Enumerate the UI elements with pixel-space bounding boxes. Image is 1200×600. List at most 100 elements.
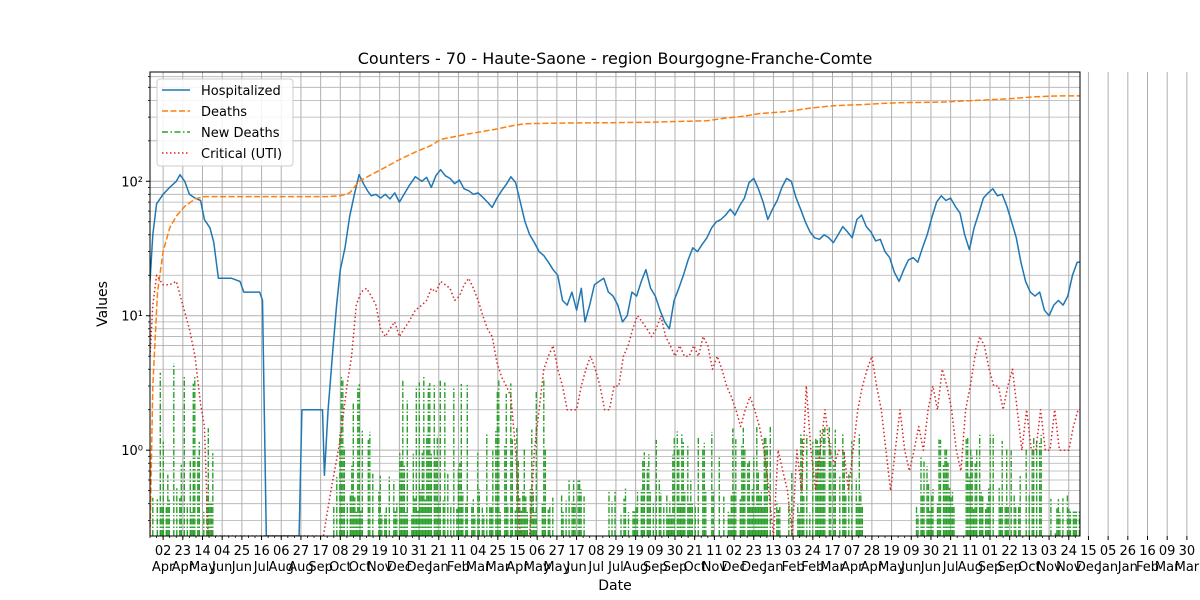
new-deaths-spikes [776,427,863,536]
x-tick-day-label: 29 [608,544,625,559]
legend: Hospitalized Deaths New Deaths Critical (UT… [156,78,294,167]
major-grid [150,72,1188,536]
x-tick-month-label: Jul [607,560,624,575]
x-tick-month-label: Apr [172,560,195,575]
x-tick-day-label: 03 [1041,544,1058,559]
x-tick-day-label: 02 [155,544,172,559]
x-tick-day-label: 21 [686,544,703,559]
x-tick-month-label: Jun [920,560,941,575]
x-tick-day-label: 24 [1060,544,1077,559]
y-tick-label: 10⁰ [121,444,143,459]
x-tick-month-label: May [524,560,551,575]
legend-label: Hospitalized [201,84,281,99]
x-tick-day-label: 06 [273,544,290,559]
x-tick-month-label: Apr [841,560,864,575]
legend-label: New Deaths [201,126,280,141]
x-tick-month-label: Dec [721,560,746,575]
x-tick-day-label: 25 [490,544,507,559]
new-deaths-spikes [333,375,554,536]
x-tick-month-label: Sep [663,560,688,575]
x-tick-day-label: 09 [647,544,664,559]
y-tick-label: 10² [121,175,143,190]
x-tick-month-label: Nov [702,560,728,575]
x-tick-day-label: 06 [529,544,546,559]
legend-box [156,78,294,167]
x-tick-day-label: 01 [982,544,999,559]
x-tick-day-label: 08 [588,544,605,559]
x-tick-day-label: 28 [864,544,881,559]
x-tick-month-label: Mar [820,560,845,575]
x-tick-month-label: Sep [997,560,1022,575]
series-hospitalized [150,168,1080,536]
x-tick-month-label: Mar [486,560,511,575]
x-tick-day-label: 31 [411,544,428,559]
x-tick-month-label: Jan [1097,560,1118,575]
x-tick-day-label: 11 [450,544,467,559]
x-tick-month-label: Sep [978,560,1003,575]
x-tick-month-label: Oct [683,560,705,575]
x-tick-month-label: Jun [211,560,232,575]
x-tick-month-label: Jan [762,560,783,575]
x-tick-month-label: Oct [329,560,351,575]
x-tick-day-label: 11 [706,544,723,559]
y-axis-label: Values [95,281,111,327]
x-tick-day-label: 14 [194,544,211,559]
x-tick-day-label: 16 [1139,544,1156,559]
new-deaths-spikes [965,434,1042,536]
series-new-deaths [152,363,1080,536]
new-deaths-spikes [640,426,771,536]
x-tick-day-label: 04 [214,544,231,559]
x-tick-month-label: Jun [231,560,252,575]
x-tick-day-label: 17 [824,544,841,559]
legend-label: Critical (UTI) [201,147,282,162]
series-line [150,168,1080,536]
x-tick-month-label: Jan [428,560,449,575]
x-tick-day-label: 19 [371,544,388,559]
x-tick-day-label: 29 [352,544,369,559]
x-tick-month-label: Nov [1036,560,1062,575]
x-tick-month-label: Feb [801,560,824,575]
x-tick-month-label: Apr [506,560,529,575]
x-tick-day-label: 16 [253,544,270,559]
x-tick-month-label: Nov [367,560,393,575]
x-tick-month-label: Nov [1056,560,1082,575]
x-tick-day-label: 05 [1100,544,1117,559]
x-tick-month-label: Jul [253,560,270,575]
x-tick-day-label: 09 [1159,544,1176,559]
x-tick-month-label: Mar [466,560,491,575]
x-tick-day-label: 19 [883,544,900,559]
new-deaths-spikes [560,480,585,536]
x-tick-day-label: 08 [332,544,349,559]
new-deaths-spikes [1050,495,1080,536]
x-tick-month-label: Feb [1136,560,1159,575]
x-tick-month-label: Mar [1175,560,1200,575]
x-tick-day-label: 21 [942,544,959,559]
x-tick-month-label: Aug [958,560,983,575]
x-tick-day-label: 09 [903,544,920,559]
x-tick-day-label: 02 [726,544,743,559]
x-tick-month-label: Dec [741,560,766,575]
x-tick-day-label: 15 [1080,544,1097,559]
x-tick-month-label: Oct [1018,560,1040,575]
x-tick-day-label: 15 [509,544,526,559]
x-tick-day-label: 30 [923,544,940,559]
x-tick-month-label: Aug [288,560,313,575]
x-tick-day-label: 13 [1021,544,1038,559]
x-tick-month-label: Feb [782,560,805,575]
x-tick-month-label: Feb [447,560,470,575]
x-tick-month-label: Oct [349,560,371,575]
x-tick-day-label: 21 [430,544,447,559]
x-tick-month-label: May [189,560,216,575]
new-deaths-spikes [152,363,214,536]
minor-grid [150,76,1080,521]
series-line [150,95,1080,536]
x-tick-day-label: 04 [470,544,487,559]
series-critical-uti [150,274,1080,536]
x-tick-day-label: 17 [312,544,329,559]
new-deaths-spikes [915,439,955,536]
x-tick-month-label: Dec [406,560,431,575]
x-tick-day-label: 10 [391,544,408,559]
x-axis-label: Date [598,578,631,594]
x-tick-month-label: Dec [1076,560,1101,575]
